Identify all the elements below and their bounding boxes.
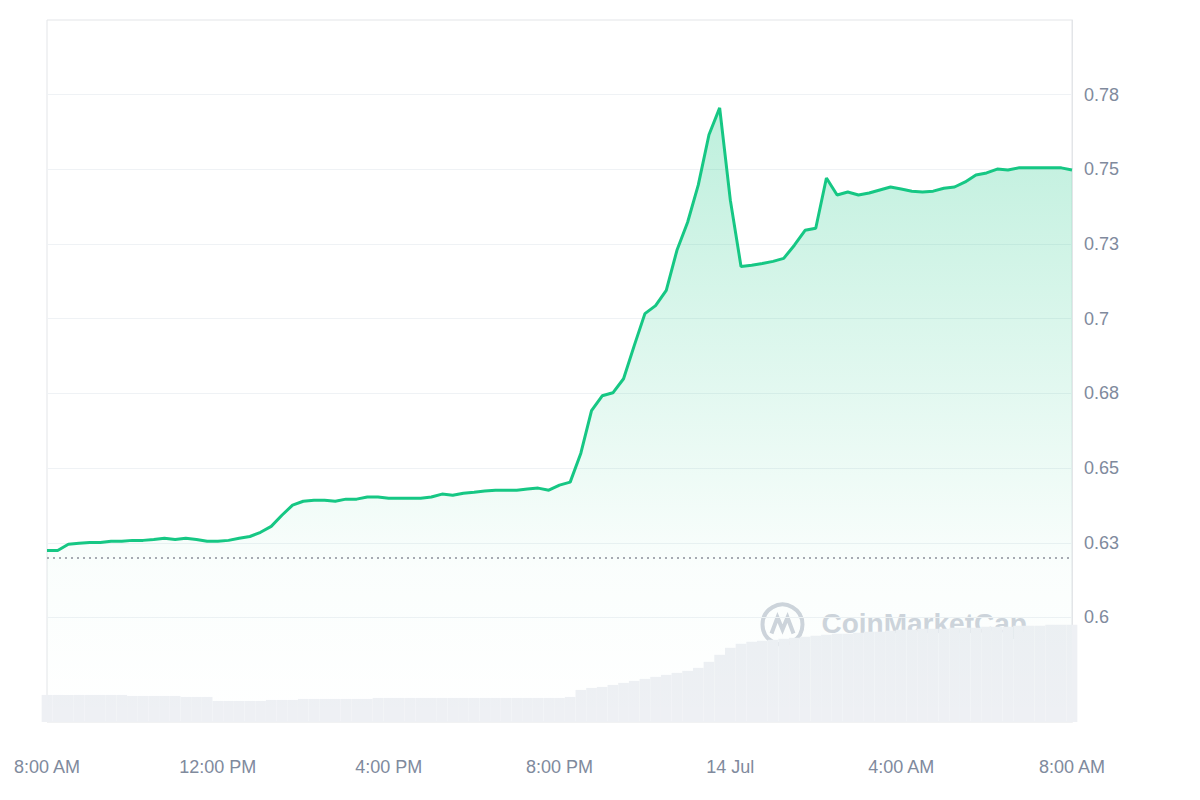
svg-text:8:00 AM: 8:00 AM xyxy=(1039,757,1105,777)
svg-text:4:00 PM: 4:00 PM xyxy=(355,757,422,777)
svg-text:0.78: 0.78 xyxy=(1084,85,1119,105)
svg-text:0.68: 0.68 xyxy=(1084,383,1119,403)
svg-text:0.6: 0.6 xyxy=(1084,607,1109,627)
svg-text:0.65: 0.65 xyxy=(1084,458,1119,478)
svg-text:0.73: 0.73 xyxy=(1084,234,1119,254)
svg-text:0.7: 0.7 xyxy=(1084,309,1109,329)
svg-text:4:00 AM: 4:00 AM xyxy=(868,757,934,777)
svg-text:8:00 AM: 8:00 AM xyxy=(14,757,80,777)
svg-text:0.75: 0.75 xyxy=(1084,159,1119,179)
svg-text:0.63: 0.63 xyxy=(1084,533,1119,553)
svg-text:12:00 PM: 12:00 PM xyxy=(179,757,256,777)
svg-text:8:00 PM: 8:00 PM xyxy=(526,757,593,777)
svg-text:14 Jul: 14 Jul xyxy=(706,757,754,777)
